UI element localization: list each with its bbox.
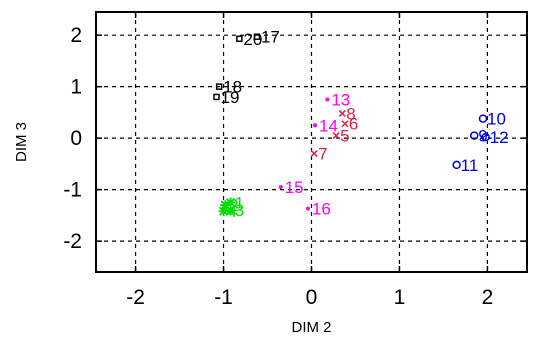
point-label: 6: [349, 115, 358, 134]
y-tick-label: -2: [63, 230, 82, 253]
point-label: 19: [221, 88, 240, 107]
point-marker: [225, 197, 236, 208]
data-point: 13: [325, 91, 350, 110]
y-tick-label: -1: [63, 179, 82, 202]
y-tick-label: 0: [70, 127, 82, 150]
point-marker: [341, 120, 349, 128]
point-label: 14: [319, 116, 338, 135]
point-marker: [313, 123, 318, 128]
point-marker: [338, 109, 346, 117]
point-marker: [236, 35, 243, 43]
data-point: 2: [220, 196, 239, 215]
data-point: 19: [213, 88, 240, 107]
point-label: 16: [312, 200, 331, 219]
data-point: 14: [313, 116, 338, 135]
data-point: 3: [225, 201, 244, 220]
x-tick-label: -2: [126, 286, 145, 309]
point-label: 11: [461, 156, 479, 175]
point-marker: [481, 132, 490, 142]
point-marker: [305, 206, 310, 211]
data-point: 15: [278, 178, 304, 197]
point-label: 2: [229, 196, 238, 215]
data-point: 16: [305, 200, 331, 219]
series-5: 109 12 11: [452, 110, 509, 175]
x-tick-label: 0: [306, 286, 318, 309]
grid: [96, 12, 527, 272]
point-marker: [478, 114, 488, 123]
point-label: 12: [490, 128, 509, 147]
point-marker: [215, 83, 223, 90]
x-axis-title: DIM 2: [291, 319, 331, 336]
data-point: 18: [215, 78, 242, 97]
x-tick-label: 2: [482, 286, 494, 309]
point-marker: [278, 185, 283, 190]
point-label: 7: [318, 145, 327, 164]
y-tick-label: 2: [70, 24, 82, 47]
data-point: 9: [469, 127, 488, 146]
point-label: 4: [228, 202, 237, 221]
point-label: 13: [331, 91, 350, 110]
point-marker: [253, 33, 261, 40]
data-point: 6: [341, 115, 358, 134]
point-marker: [469, 131, 479, 140]
x-tick-label: 1: [394, 286, 406, 309]
series-3: 13 14 15 16: [278, 91, 350, 219]
data-point: 20: [236, 30, 262, 49]
point-marker: [220, 200, 231, 211]
point-marker: [452, 160, 461, 170]
point-label: 8: [346, 104, 355, 123]
y-tick-label: 1: [70, 76, 82, 99]
point-marker: [213, 93, 220, 101]
point-marker: [332, 132, 340, 140]
point-marker: [225, 205, 236, 216]
x-tick-label: -1: [214, 286, 233, 309]
data-point: 17: [253, 28, 280, 47]
point-label: 17: [261, 28, 280, 47]
point-marker: [325, 97, 330, 102]
point-label: 18: [223, 78, 242, 97]
point-marker: [310, 150, 318, 158]
data-point: 5: [332, 127, 350, 146]
point-label: 15: [285, 178, 304, 197]
data-point: 10: [478, 110, 506, 129]
data-point: 11: [452, 156, 479, 175]
y-axis-title: DIM 3: [13, 122, 30, 162]
data-point: 1: [225, 193, 244, 212]
data-point: 8: [338, 104, 356, 123]
point-marker: [218, 206, 229, 217]
point-label: 20: [243, 30, 262, 49]
data-point: 7: [310, 145, 328, 164]
point-label: 5: [340, 127, 349, 146]
data-point: 4: [218, 202, 237, 221]
point-label: 3: [235, 201, 244, 220]
point-label: 1: [235, 193, 244, 212]
data-point: 12: [481, 128, 509, 147]
point-label: 10: [487, 110, 506, 129]
